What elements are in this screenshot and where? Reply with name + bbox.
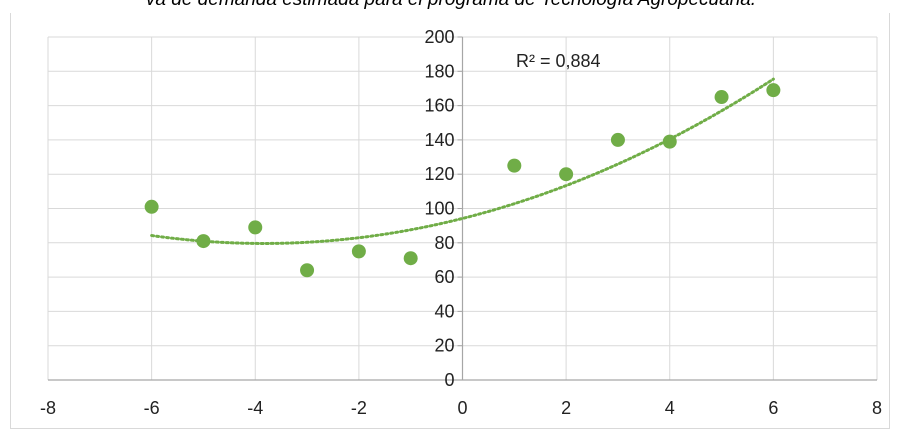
y-tick-label: 60 bbox=[434, 267, 454, 287]
data-point bbox=[403, 251, 418, 266]
data-point bbox=[507, 158, 522, 173]
x-tick-label: 2 bbox=[561, 398, 571, 418]
data-point bbox=[300, 263, 315, 278]
r-squared-label: R² = 0,884 bbox=[516, 51, 601, 71]
x-tick-label: -8 bbox=[40, 398, 56, 418]
y-tick-label: 140 bbox=[424, 130, 454, 150]
x-tick-label: 6 bbox=[768, 398, 778, 418]
data-point bbox=[351, 244, 366, 259]
x-tick-label: -2 bbox=[351, 398, 367, 418]
x-tick-label: 8 bbox=[872, 398, 882, 418]
y-tick-label: 80 bbox=[434, 233, 454, 253]
tick-labels: 0 20 40 60 80 100 120 140 160 180 200 -8 -6 -4 -2 0 2 4 6 8 bbox=[40, 27, 882, 418]
y-tick-label: 200 bbox=[424, 27, 454, 47]
data-points bbox=[144, 83, 781, 278]
x-tick-label: -4 bbox=[247, 398, 263, 418]
x-tick-label: 0 bbox=[457, 398, 467, 418]
x-tick-label: -6 bbox=[144, 398, 160, 418]
axes bbox=[48, 36, 877, 381]
y-tick-label: 100 bbox=[424, 199, 454, 219]
data-point bbox=[662, 134, 677, 149]
chart-title: va de demanda estimada para el programa … bbox=[0, 0, 902, 13]
data-point bbox=[559, 167, 574, 182]
y-tick-label: 40 bbox=[434, 301, 454, 321]
data-point bbox=[766, 83, 781, 98]
x-tick-label: 4 bbox=[665, 398, 675, 418]
chart-frame bbox=[10, 13, 890, 429]
y-tick-label: 180 bbox=[424, 61, 454, 81]
y-tick-label: 0 bbox=[444, 370, 454, 390]
data-point bbox=[714, 90, 729, 105]
data-point bbox=[610, 132, 625, 147]
data-point bbox=[196, 234, 211, 249]
data-point bbox=[144, 199, 159, 214]
y-tick-label: 20 bbox=[434, 336, 454, 356]
data-point bbox=[248, 220, 263, 235]
y-tick-label: 120 bbox=[424, 164, 454, 184]
y-tick-label: 160 bbox=[424, 96, 454, 116]
